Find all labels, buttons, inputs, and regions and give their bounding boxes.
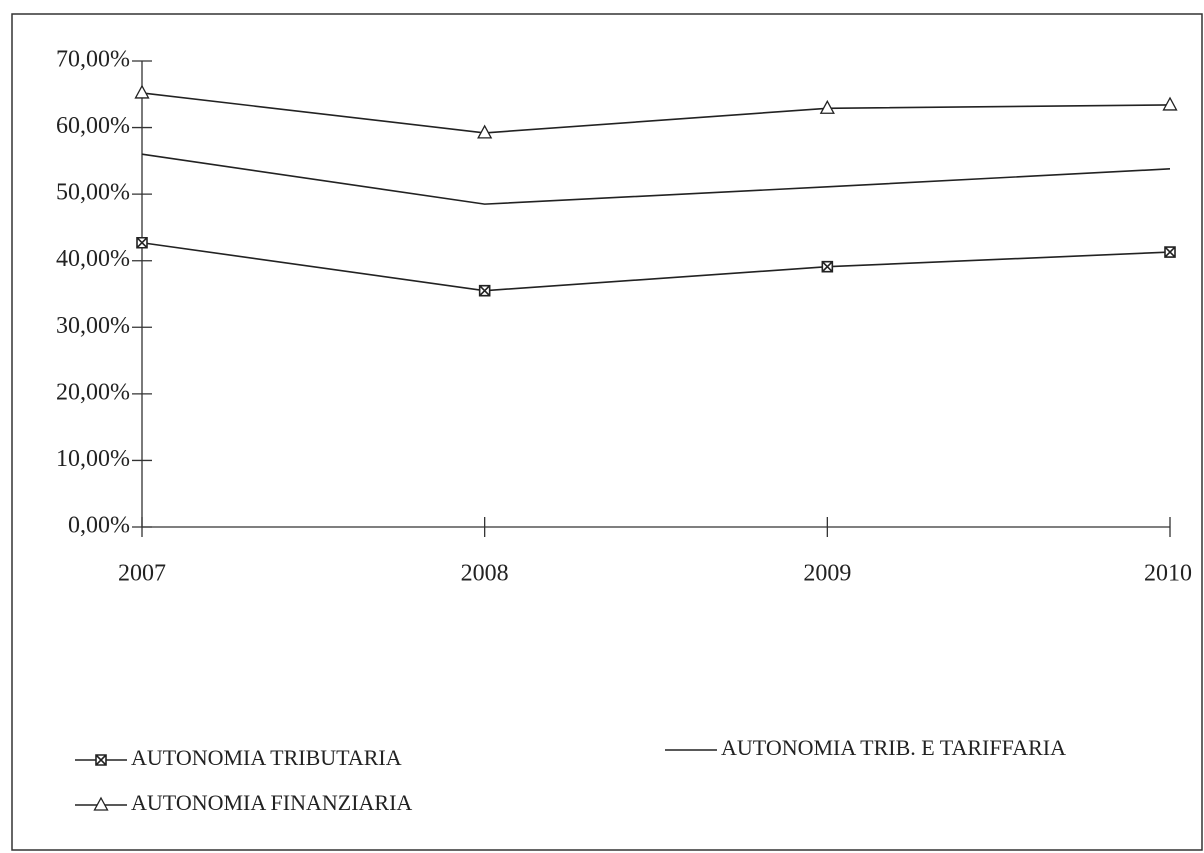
point [95, 754, 107, 766]
point [819, 99, 835, 114]
y-tick-label: 0,00% [68, 513, 130, 539]
y-tick-label: 10,00% [56, 446, 130, 472]
legend-label: AUTONOMIA TRIB. E TARIFFARIA [721, 735, 1066, 760]
point [477, 124, 493, 139]
point [1164, 246, 1176, 258]
frame [11, 13, 1203, 851]
y-tick-label: 30,00% [56, 313, 130, 339]
y-tick-label: 70,00% [56, 47, 130, 73]
x-tick-label: 2009 [803, 561, 851, 587]
point [136, 236, 148, 249]
x-tick-label: 2008 [461, 561, 509, 587]
y-tick-label: 40,00% [56, 246, 130, 272]
series-line [141, 92, 1171, 134]
point [478, 284, 491, 297]
y-tick-label: 20,00% [56, 379, 130, 405]
point [93, 796, 109, 811]
point [1162, 96, 1178, 111]
x-tick-label: 2007 [118, 561, 166, 587]
x-tick-label: 2010 [1144, 561, 1192, 587]
legend-label: AUTONOMIA FINANZIARIA [131, 790, 412, 815]
series-line [141, 241, 1171, 292]
legend-label: AUTONOMIA TRIBUTARIA [131, 745, 402, 770]
y-tick-label: 60,00% [56, 113, 130, 139]
y-tick-label: 50,00% [56, 180, 130, 206]
point [134, 84, 150, 99]
point [821, 260, 834, 273]
series-line [141, 153, 1171, 205]
